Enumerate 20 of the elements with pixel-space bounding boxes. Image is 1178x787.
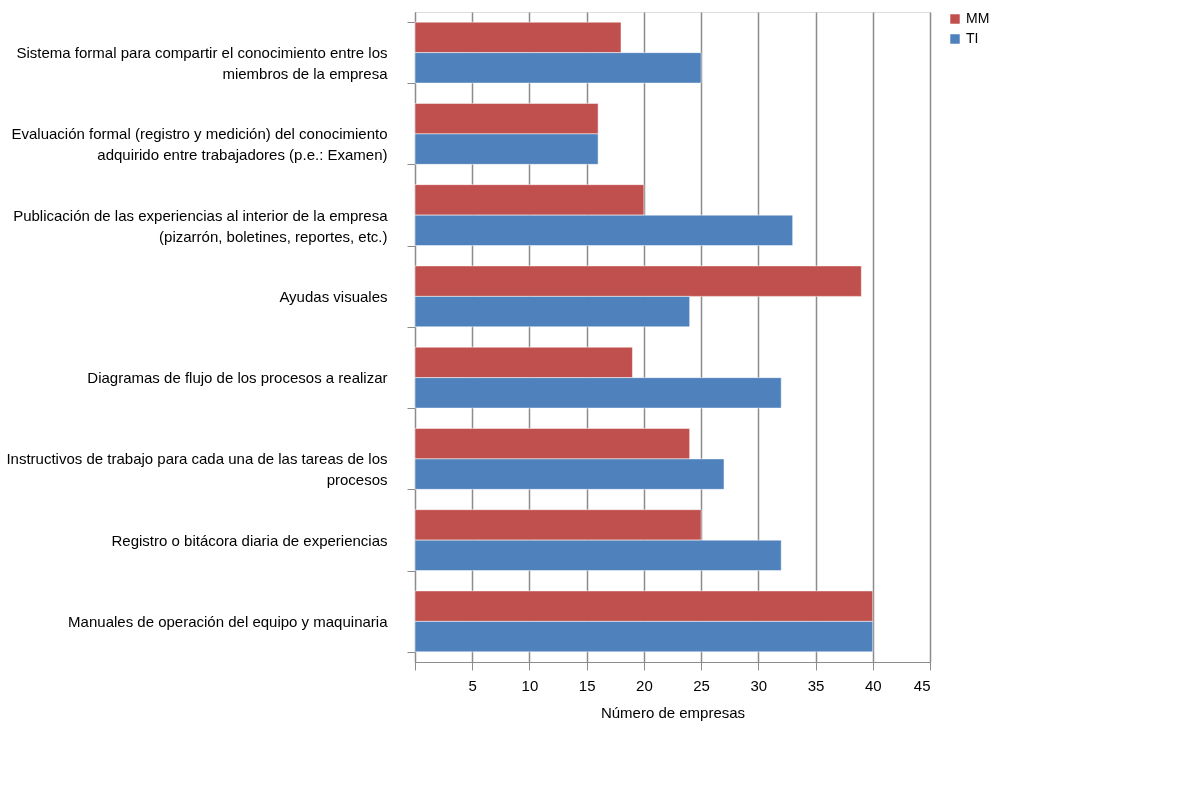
y-tick-label: Instructivos de trabajo para cada una de las tareas de los procesos	[6, 450, 388, 489]
x-tick-label: 35	[807, 676, 825, 694]
y-tick-label: Manuales de operación del equipo y maquinaria	[68, 612, 389, 630]
x-tick-label: 30	[750, 676, 768, 694]
y-tick-label: Sistema formal para compartir el conocimiento entre los miembros de la empresa	[16, 44, 389, 83]
y-tick-label: Registro o bitácora diaria de experiencias	[111, 531, 388, 549]
x-axis-title: Número de empresas	[600, 703, 746, 721]
x-tick-label: 15	[578, 676, 596, 694]
y-tick-label: Publicación de las experiencias al interior de la empresa (pizarrón, boletines, reportes, etc.)	[13, 206, 389, 245]
x-tick-label: 25	[693, 676, 710, 694]
legend-label: TI	[966, 30, 979, 46]
x-tick-label: 45	[913, 676, 931, 694]
legend-label: MM	[966, 10, 990, 26]
y-tick-label: Evaluación formal (registro y medición) del conocimiento adquirido entre trabajadores (p.e.: Examen)	[11, 125, 388, 164]
x-tick-label: 20	[636, 676, 653, 694]
x-tick-label: 10	[521, 676, 539, 694]
y-tick-label: Diagramas de flujo de los procesos a realizar	[87, 369, 388, 387]
x-tick-label: 40	[864, 676, 882, 694]
y-tick-label: Ayudas visuales	[279, 287, 388, 305]
x-tick-label: 5	[468, 676, 477, 694]
